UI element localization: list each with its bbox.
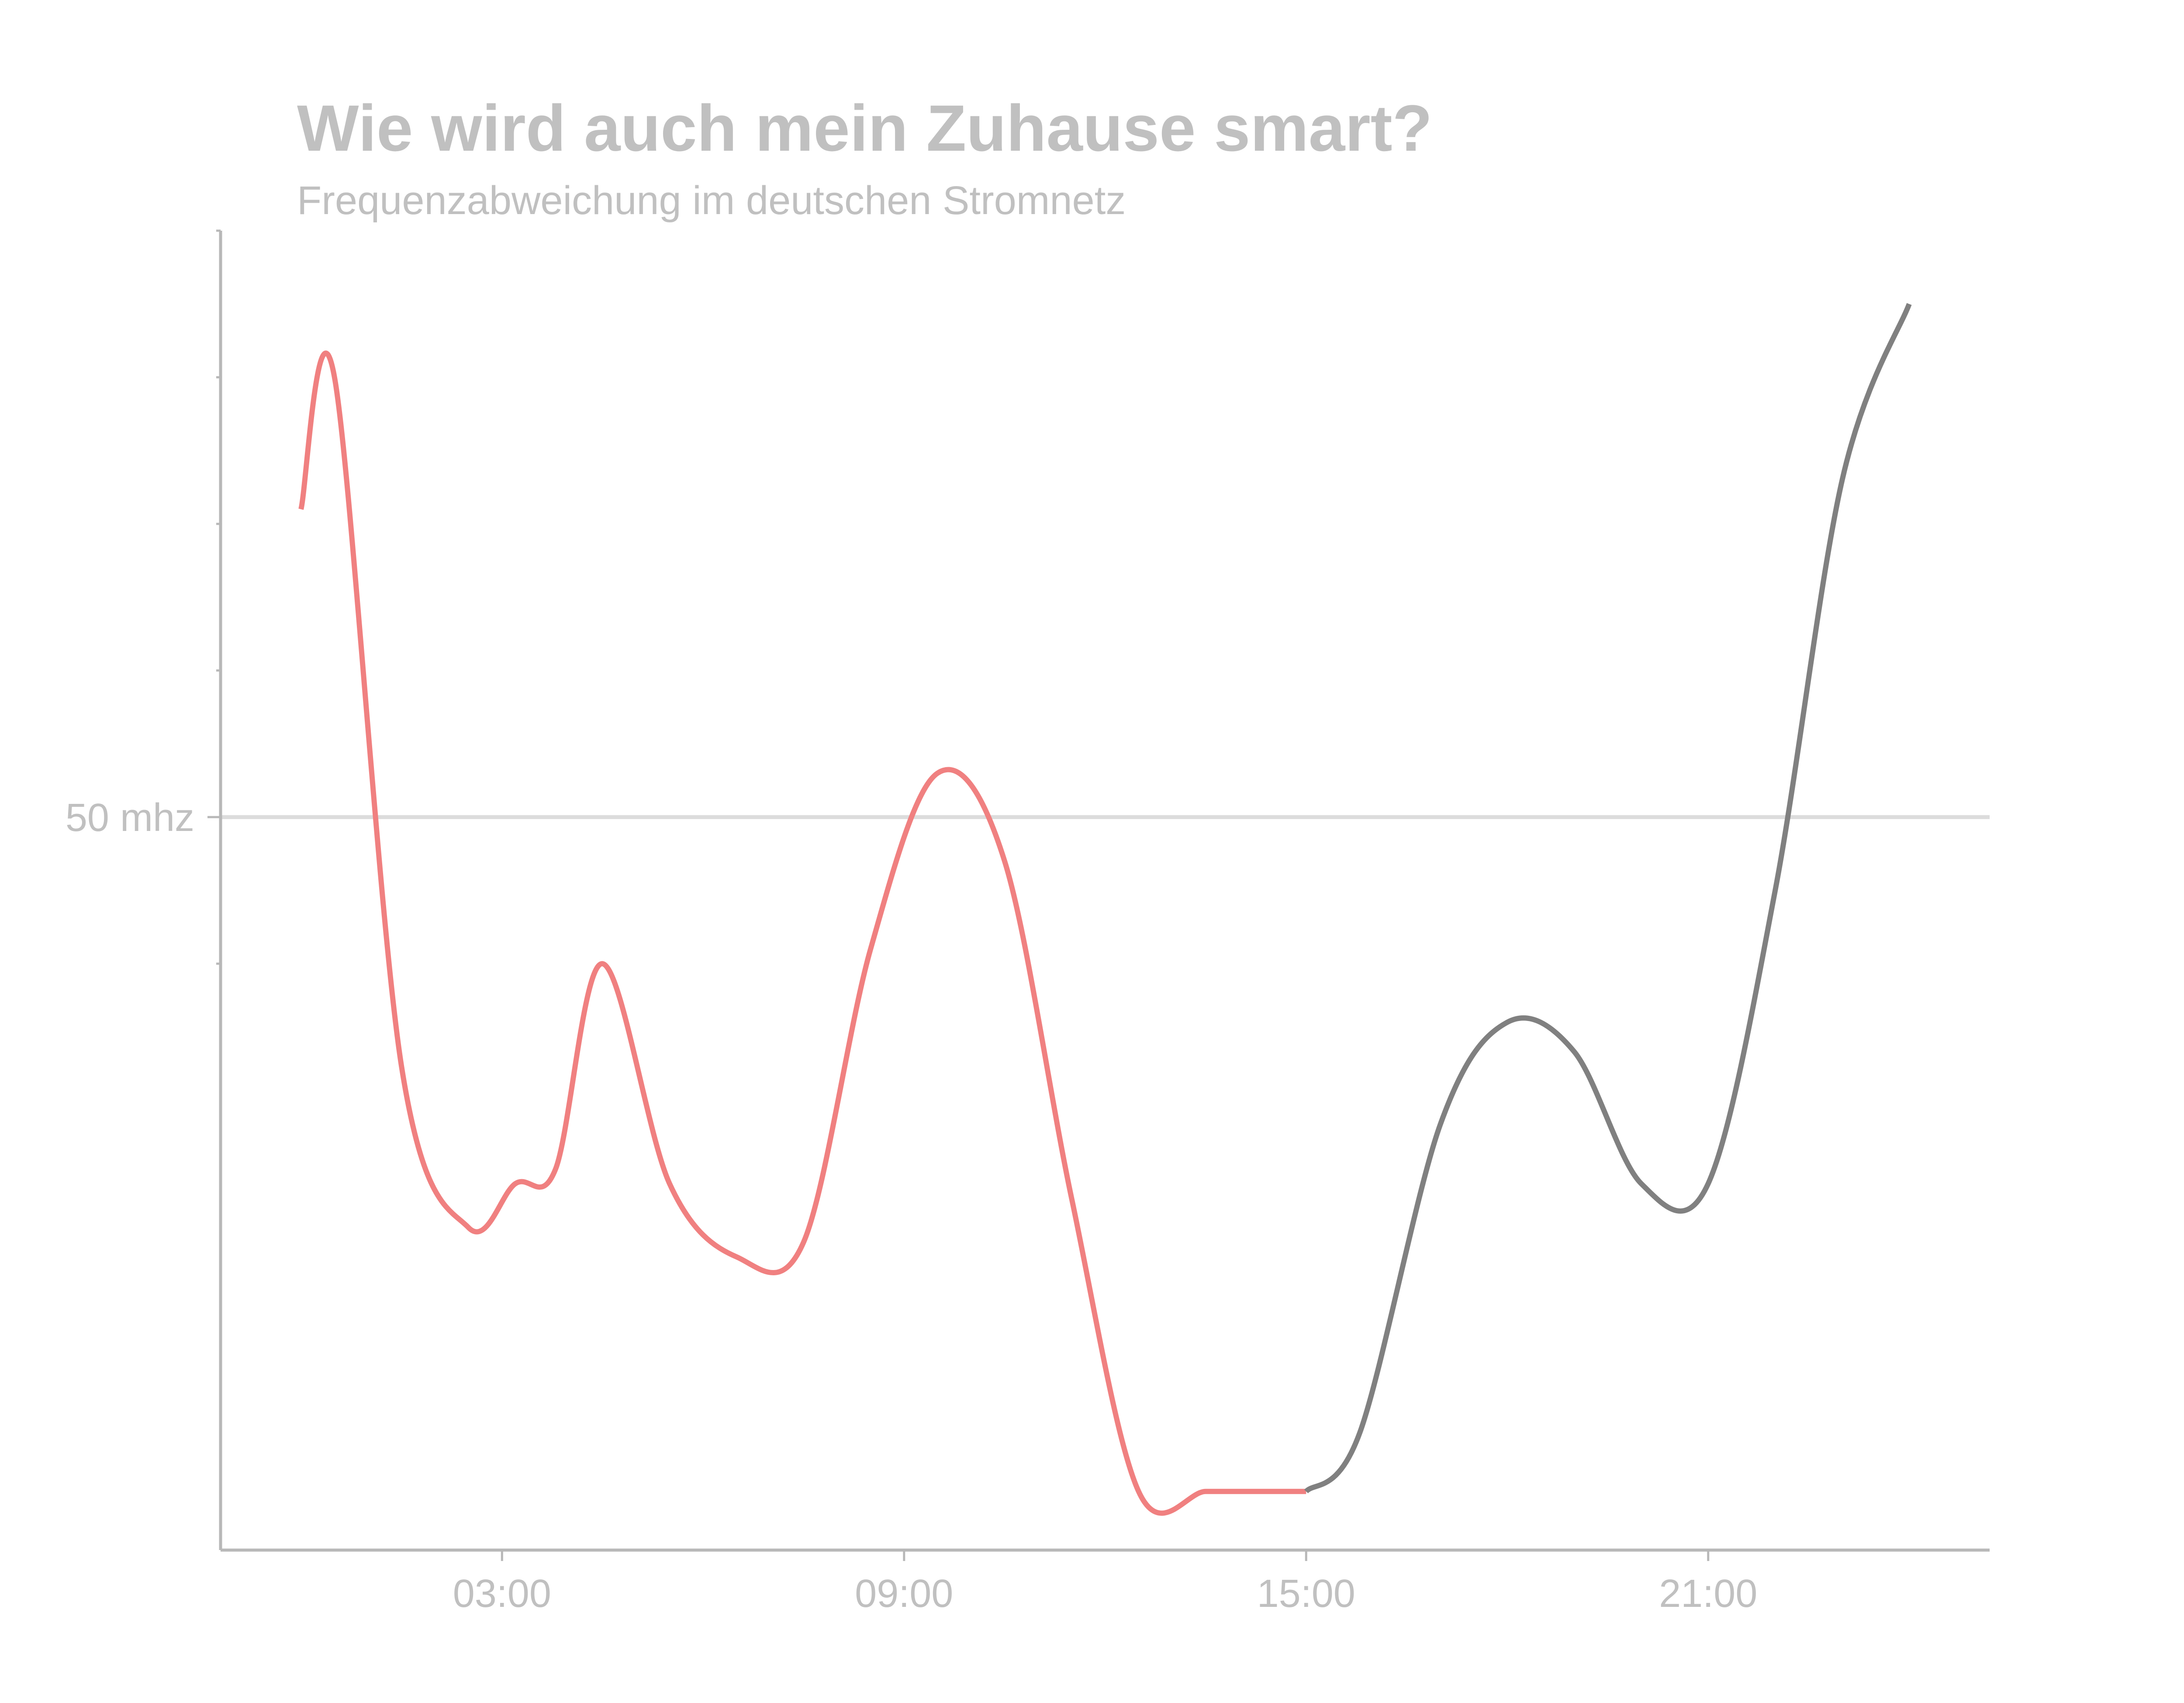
x-tick-label: 09:00	[855, 1572, 953, 1616]
chart-subtitle: Frequenzabweichung im deutschen Stromnet…	[297, 178, 1126, 223]
x-tick-label: 15:00	[1257, 1572, 1355, 1616]
x-tick-label: 03:00	[453, 1572, 551, 1616]
series-line-past	[298, 350, 1306, 1516]
series-line-forecast	[1304, 303, 1912, 1494]
x-axis: 03:00 09:00 15:00 21:00	[221, 1548, 1990, 1616]
y-axis	[207, 229, 222, 1550]
y-ref-label: 50 mhz	[66, 796, 194, 840]
chart-title: Wie wird auch mein Zuhause smart?	[297, 91, 1432, 165]
x-tick-label: 21:00	[1659, 1572, 1757, 1616]
